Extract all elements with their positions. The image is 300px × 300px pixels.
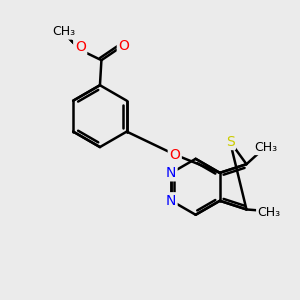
Text: CH₃: CH₃ xyxy=(258,206,281,219)
Text: O: O xyxy=(118,39,129,53)
Text: N: N xyxy=(166,194,176,208)
Text: S: S xyxy=(226,134,234,148)
Text: O: O xyxy=(75,40,86,54)
Text: CH₃: CH₃ xyxy=(52,25,75,38)
Text: O: O xyxy=(169,148,180,162)
Text: N: N xyxy=(166,166,176,180)
Text: CH₃: CH₃ xyxy=(255,141,278,154)
